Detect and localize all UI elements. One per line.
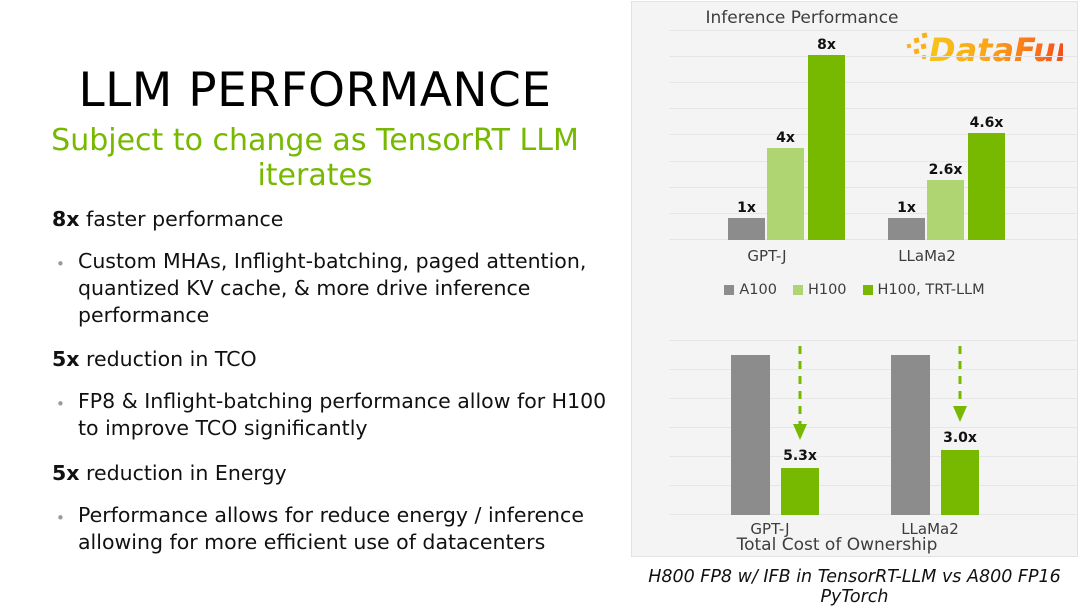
bar-llama2-h100-trtllm [968,133,1005,240]
spacer [52,492,612,502]
down-arrow-llama2 [947,346,973,428]
bullet-heading-3-lead: 5x [52,460,80,485]
bullet-heading-1: 8x faster performance [52,206,612,232]
legend-item-h100-trtllm: H100, TRT-LLM [862,282,985,298]
list-item: • FP8 & Inflight-batching performance al… [52,388,612,441]
page-subtitle: Subject to change as TensorRT LLM iterat… [51,123,579,193]
bar-llama2-h100 [927,180,964,240]
spacer [52,448,612,460]
legend-swatch-h100-trtllm [862,285,873,295]
gridline [669,213,1077,214]
bullet-heading-2-rest: reduction in TCO [79,347,257,372]
bullet-list: 8x faster performance • Custom MHAs, Inf… [52,206,612,561]
bullet-heading-1-lead: 8x [52,207,80,231]
spacer [52,378,612,388]
bar-gptj-tco-baseline [731,355,770,515]
bar-label-llama2-tco: 3.0x [943,430,977,446]
charts-panel: DataFun. Inference Performance 1x 4x 8x [631,1,1080,557]
bar-label-llama2-h100-trtllm: 4.6x [969,115,1004,131]
gridline [669,427,1077,428]
datafun-logo: DataFun. [905,28,1080,70]
gridline [669,56,1077,57]
gridline [669,134,1077,135]
gridline [669,30,1077,31]
gridline [669,514,1077,515]
gridline [669,456,1077,457]
legend-label-a100: A100 [739,282,777,298]
bullet-heading-3: 5x reduction in Energy [52,460,612,486]
bullet-point-icon: • [56,255,65,274]
bullet-heading-3-rest: reduction in Energy [79,460,287,485]
chart-legend-inference: A100 H100 H100, TRT-LLM [632,282,1077,298]
list-item: • Custom MHAs, Inflight-batching, paged … [52,248,612,328]
page-title: LLM PERFORMANCE [78,63,552,118]
gridline [669,239,1077,240]
legend-swatch-a100 [724,285,735,295]
bar-gptj-h100-trtllm [808,55,845,240]
gridline [669,82,1077,83]
legend-label-h100-trtllm: H100, TRT-LLM [877,282,985,298]
bar-label-gptj-tco: 5.3x [783,448,817,464]
spacer [52,334,612,346]
bullet-text-3: Performance allows for reduce energy / i… [78,502,584,554]
plot-area-tco: 5.3x 3.0x [669,340,1077,515]
legend-label-h100: H100 [807,282,847,298]
chart-inference-performance: Inference Performance 1x 4x 8x 1x 2.6x [632,2,1077,307]
legend-item-a100: A100 [724,282,777,298]
bullet-heading-2: 5x reduction in TCO [52,346,612,372]
bullet-point-icon: • [56,508,65,527]
category-label-gptj-inference: GPT-J [747,247,787,265]
slide-left-content: LLM PERFORMANCE Subject to change as Ten… [51,63,612,561]
bullet-text-2: FP8 & Inflight-batching performance allo… [78,389,607,441]
chart-footnote: H800 FP8 w/ IFB in TensorRT-LLM vs A800 … [648,567,1061,607]
gridline [669,187,1077,188]
list-item: • Performance allows for reduce energy /… [52,502,612,555]
category-label-llama2-tco: LLaMa2 [901,520,959,538]
chart-total-cost-of-ownership: 5.3x 3.0x GPT-J LLaMa2 Total Cost of Own [632,322,1077,557]
bar-label-llama2-h100: 2.6x [928,162,963,178]
gridline [669,369,1077,370]
bullet-heading-1-rest: faster performance [79,207,284,231]
spacer [52,238,612,248]
bar-gptj-tco-improved [781,468,819,515]
bullet-heading-2-lead: 5x [52,347,80,372]
gridline [669,398,1077,399]
category-label-llama2-inference: LLaMa2 [898,247,956,265]
gridline [669,340,1077,341]
legend-swatch-h100 [792,285,803,295]
bar-label-gptj-h100: 4x [776,130,795,146]
chart-title-tco: Total Cost of Ownership [736,535,938,555]
bar-label-llama2-a100: 1x [897,200,916,216]
gridline [669,108,1077,109]
legend-item-h100: H100 [792,282,847,298]
down-arrow-gptj [787,346,813,446]
bar-gptj-a100 [728,218,765,240]
gridline [669,161,1077,162]
bar-gptj-h100 [767,148,804,240]
bullet-point-icon: • [56,395,65,414]
svg-text:DataFun.: DataFun. [929,31,1063,69]
bar-llama2-tco-baseline [891,355,930,515]
gridline [669,485,1077,486]
plot-area-inference: 1x 4x 8x 1x 2.6x 4.6x [669,30,1077,240]
bar-label-gptj-a100: 1x [737,200,756,216]
bar-label-gptj-h100-trtllm: 8x [817,37,836,53]
chart-title-inference: Inference Performance [705,8,899,28]
category-label-gptj-tco: GPT-J [750,520,790,538]
bar-llama2-tco-improved [941,450,979,515]
bar-llama2-a100 [888,218,925,240]
bullet-text-1: Custom MHAs, Inflight-batching, paged at… [78,249,587,327]
